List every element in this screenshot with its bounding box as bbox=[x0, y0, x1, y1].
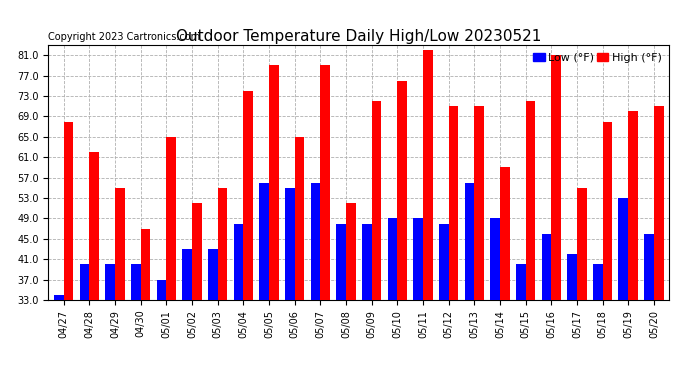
Bar bbox=[542, 234, 551, 300]
Bar bbox=[166, 137, 176, 300]
Legend: Low (°F), High (°F): Low (°F), High (°F) bbox=[531, 51, 664, 65]
Bar bbox=[593, 264, 602, 300]
Bar bbox=[234, 224, 244, 300]
Bar bbox=[217, 188, 228, 300]
Bar bbox=[285, 188, 295, 300]
Bar bbox=[362, 224, 372, 300]
Bar bbox=[439, 224, 449, 300]
Title: Outdoor Temperature Daily High/Low 20230521: Outdoor Temperature Daily High/Low 20230… bbox=[176, 29, 542, 44]
Bar bbox=[413, 218, 423, 300]
Bar bbox=[63, 122, 73, 300]
Text: Copyright 2023 Cartronics.com: Copyright 2023 Cartronics.com bbox=[48, 33, 200, 42]
Bar bbox=[464, 183, 474, 300]
Bar bbox=[141, 229, 150, 300]
Bar bbox=[474, 106, 484, 300]
Bar bbox=[336, 224, 346, 300]
Bar bbox=[115, 188, 125, 300]
Bar bbox=[79, 264, 90, 300]
Bar bbox=[320, 65, 330, 300]
Bar bbox=[397, 81, 407, 300]
Bar bbox=[500, 167, 510, 300]
Bar bbox=[157, 280, 166, 300]
Bar bbox=[90, 152, 99, 300]
Bar bbox=[388, 218, 397, 300]
Bar bbox=[602, 122, 612, 300]
Bar bbox=[618, 198, 628, 300]
Bar bbox=[423, 50, 433, 300]
Bar bbox=[269, 65, 279, 300]
Bar bbox=[551, 55, 561, 300]
Bar bbox=[526, 101, 535, 300]
Bar bbox=[310, 183, 320, 300]
Bar bbox=[490, 218, 500, 300]
Bar bbox=[644, 234, 654, 300]
Bar bbox=[182, 249, 192, 300]
Bar bbox=[372, 101, 382, 300]
Bar bbox=[448, 106, 458, 300]
Bar bbox=[106, 264, 115, 300]
Bar bbox=[244, 91, 253, 300]
Bar bbox=[131, 264, 141, 300]
Bar bbox=[346, 203, 356, 300]
Bar bbox=[654, 106, 664, 300]
Bar bbox=[192, 203, 201, 300]
Bar bbox=[295, 137, 304, 300]
Bar bbox=[516, 264, 526, 300]
Bar bbox=[208, 249, 217, 300]
Bar bbox=[567, 254, 577, 300]
Bar bbox=[259, 183, 269, 300]
Bar bbox=[628, 111, 638, 300]
Bar bbox=[577, 188, 586, 300]
Bar bbox=[54, 295, 63, 300]
